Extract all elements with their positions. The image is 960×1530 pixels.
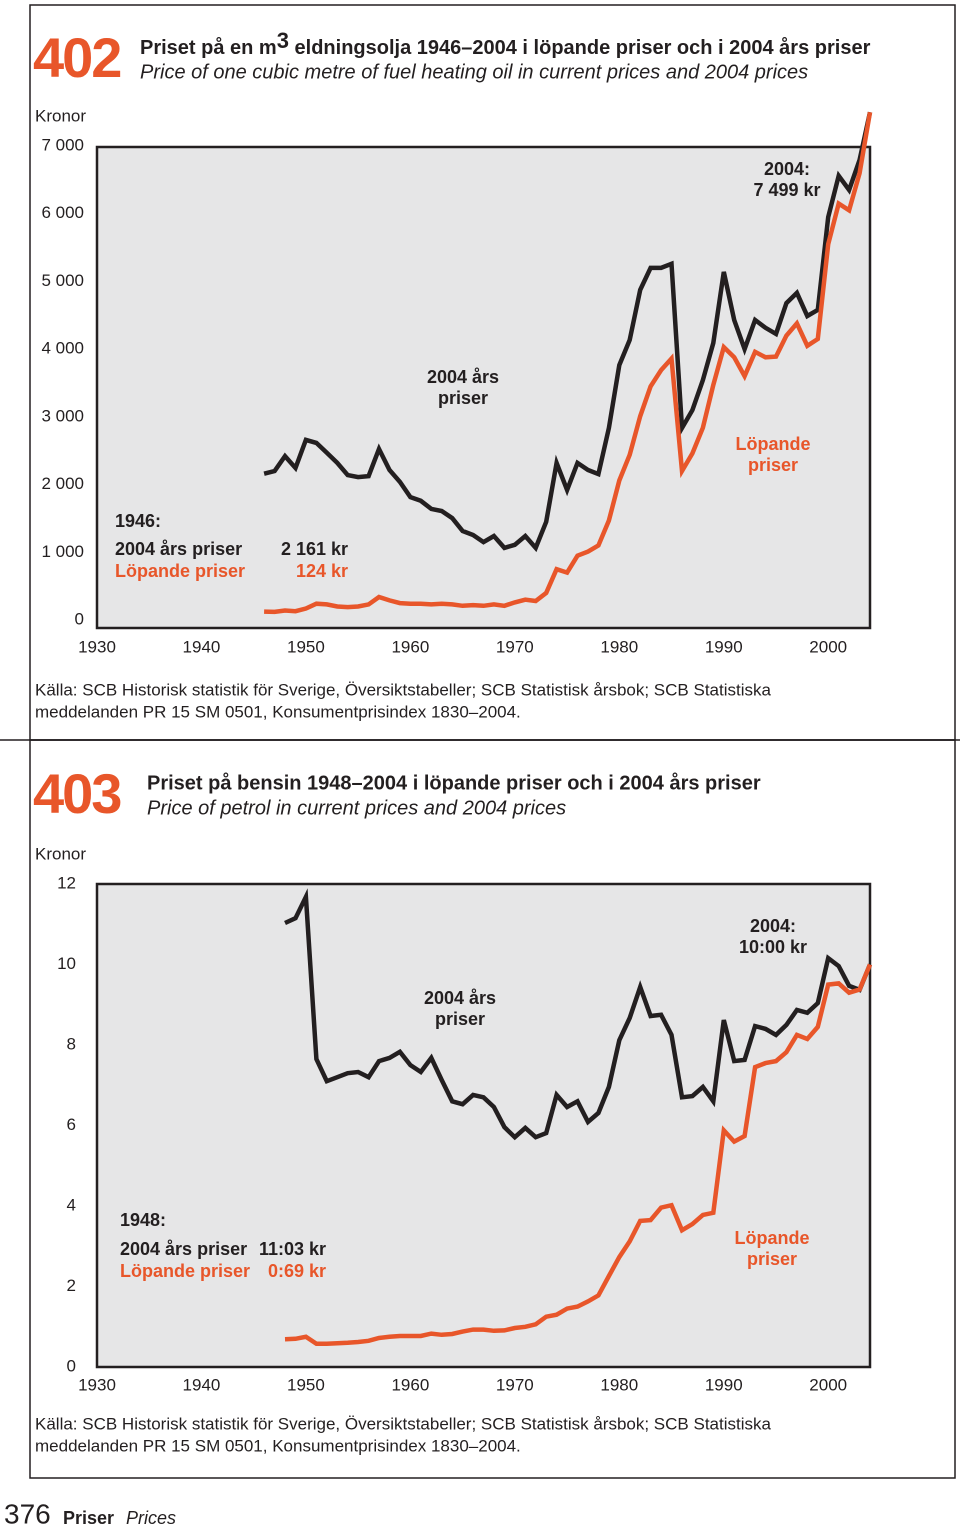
y-tick-label: 2 xyxy=(67,1276,76,1295)
x-tick-label: 1930 xyxy=(78,637,116,656)
annotation: 2004 års xyxy=(424,988,496,1008)
chart-number: 402 xyxy=(33,26,120,89)
annotation: 2004: xyxy=(750,916,796,936)
y-tick-label: 5 000 xyxy=(41,271,84,290)
y-tick-label: 1 000 xyxy=(41,542,84,561)
title-part: 3 xyxy=(277,28,289,53)
x-tick-label: 1940 xyxy=(183,637,221,656)
annotation: priser xyxy=(748,455,798,475)
y-tick-label: 4 000 xyxy=(41,339,84,358)
y-tick-label: 0 xyxy=(67,1356,76,1375)
x-tick-label: 1980 xyxy=(600,1375,638,1394)
x-tick-label: 1990 xyxy=(705,637,743,656)
chart-subtitle: Price of petrol in current prices and 20… xyxy=(147,797,566,819)
y-tick-label: 6 000 xyxy=(41,203,84,222)
annotation: Löpande xyxy=(735,1228,810,1248)
annotation: 2004: xyxy=(764,159,810,179)
y-tick-label: 0 xyxy=(75,609,84,628)
x-tick-label: 1970 xyxy=(496,1375,534,1394)
plot-area xyxy=(95,882,872,1369)
y-tick-label: 2 000 xyxy=(41,474,84,493)
page-number: 376 xyxy=(4,1498,51,1529)
x-tick-label: 1980 xyxy=(600,637,638,656)
x-tick-label: 1970 xyxy=(496,637,534,656)
source-note: meddelanden PR 15 SM 0501, Konsumentpris… xyxy=(35,702,521,721)
x-tick-label: 1990 xyxy=(705,1375,743,1394)
data-line xyxy=(263,111,873,553)
chart-title: Priset på en m3 eldningsolja 1946–2004 i… xyxy=(140,28,871,59)
annotation: 2 161 kr xyxy=(281,539,348,559)
x-tick-label: 1940 xyxy=(183,1375,221,1394)
x-tick-label: 1960 xyxy=(391,1375,429,1394)
series-name: Löpande priser xyxy=(120,1261,250,1281)
x-tick-label: 1930 xyxy=(78,1375,116,1394)
y-tick-label: 6 xyxy=(67,1115,76,1134)
y-tick-label: 12 xyxy=(57,873,76,892)
annotation: priser xyxy=(438,388,488,408)
data-line xyxy=(284,888,873,1141)
chart-title: Priset på bensin 1948–2004 i löpande pri… xyxy=(147,771,761,794)
y-tick-label: 8 xyxy=(67,1034,76,1053)
y-axis-label: Kronor xyxy=(35,106,86,125)
y-tick-label: 3 000 xyxy=(41,406,84,425)
series-name: 2004 års priser xyxy=(120,1239,247,1259)
x-tick-label: 1950 xyxy=(287,637,325,656)
title-part: eldningsolja 1946–2004 i löpande priser … xyxy=(289,36,871,59)
x-tick-label: 2000 xyxy=(809,1375,847,1394)
source-note: Källa: SCB Historisk statistik för Sveri… xyxy=(35,1414,771,1433)
chart-subtitle: Price of one cubic metre of fuel heating… xyxy=(140,61,808,83)
section-en: Prices xyxy=(126,1508,176,1528)
annotation: 11:03 kr xyxy=(259,1239,326,1259)
x-tick-label: 1960 xyxy=(391,637,429,656)
series-name: Löpande priser xyxy=(115,561,245,581)
y-tick-label: 7 000 xyxy=(41,135,84,154)
annotation: 1946: xyxy=(115,511,161,531)
annotation: 1948: xyxy=(120,1210,166,1230)
annotation: priser xyxy=(435,1009,485,1029)
annotation: Löpande xyxy=(736,434,811,454)
x-tick-label: 1950 xyxy=(287,1375,325,1394)
annotation: 2004 års xyxy=(427,367,499,387)
annotation: 124 kr xyxy=(296,561,348,581)
y-tick-label: 10 xyxy=(57,954,76,973)
annotation: 7 499 kr xyxy=(753,180,820,200)
plot-area xyxy=(95,145,872,630)
source-note: meddelanden PR 15 SM 0501, Konsumentpris… xyxy=(35,1436,521,1455)
title-part: Priset på en m xyxy=(140,36,277,59)
chart-number: 403 xyxy=(33,762,121,825)
annotation: priser xyxy=(747,1249,797,1269)
series-name: 2004 års priser xyxy=(115,539,242,559)
data-line xyxy=(284,963,873,1346)
y-axis-label: Kronor xyxy=(35,844,86,863)
annotation: 10:00 kr xyxy=(739,937,807,957)
data-line xyxy=(264,111,873,615)
source-note: Källa: SCB Historisk statistik för Sveri… xyxy=(35,680,771,699)
section: Priser xyxy=(63,1508,114,1528)
annotation: 0:69 kr xyxy=(268,1261,326,1281)
y-tick-label: 4 xyxy=(67,1195,76,1214)
x-tick-label: 2000 xyxy=(809,637,847,656)
